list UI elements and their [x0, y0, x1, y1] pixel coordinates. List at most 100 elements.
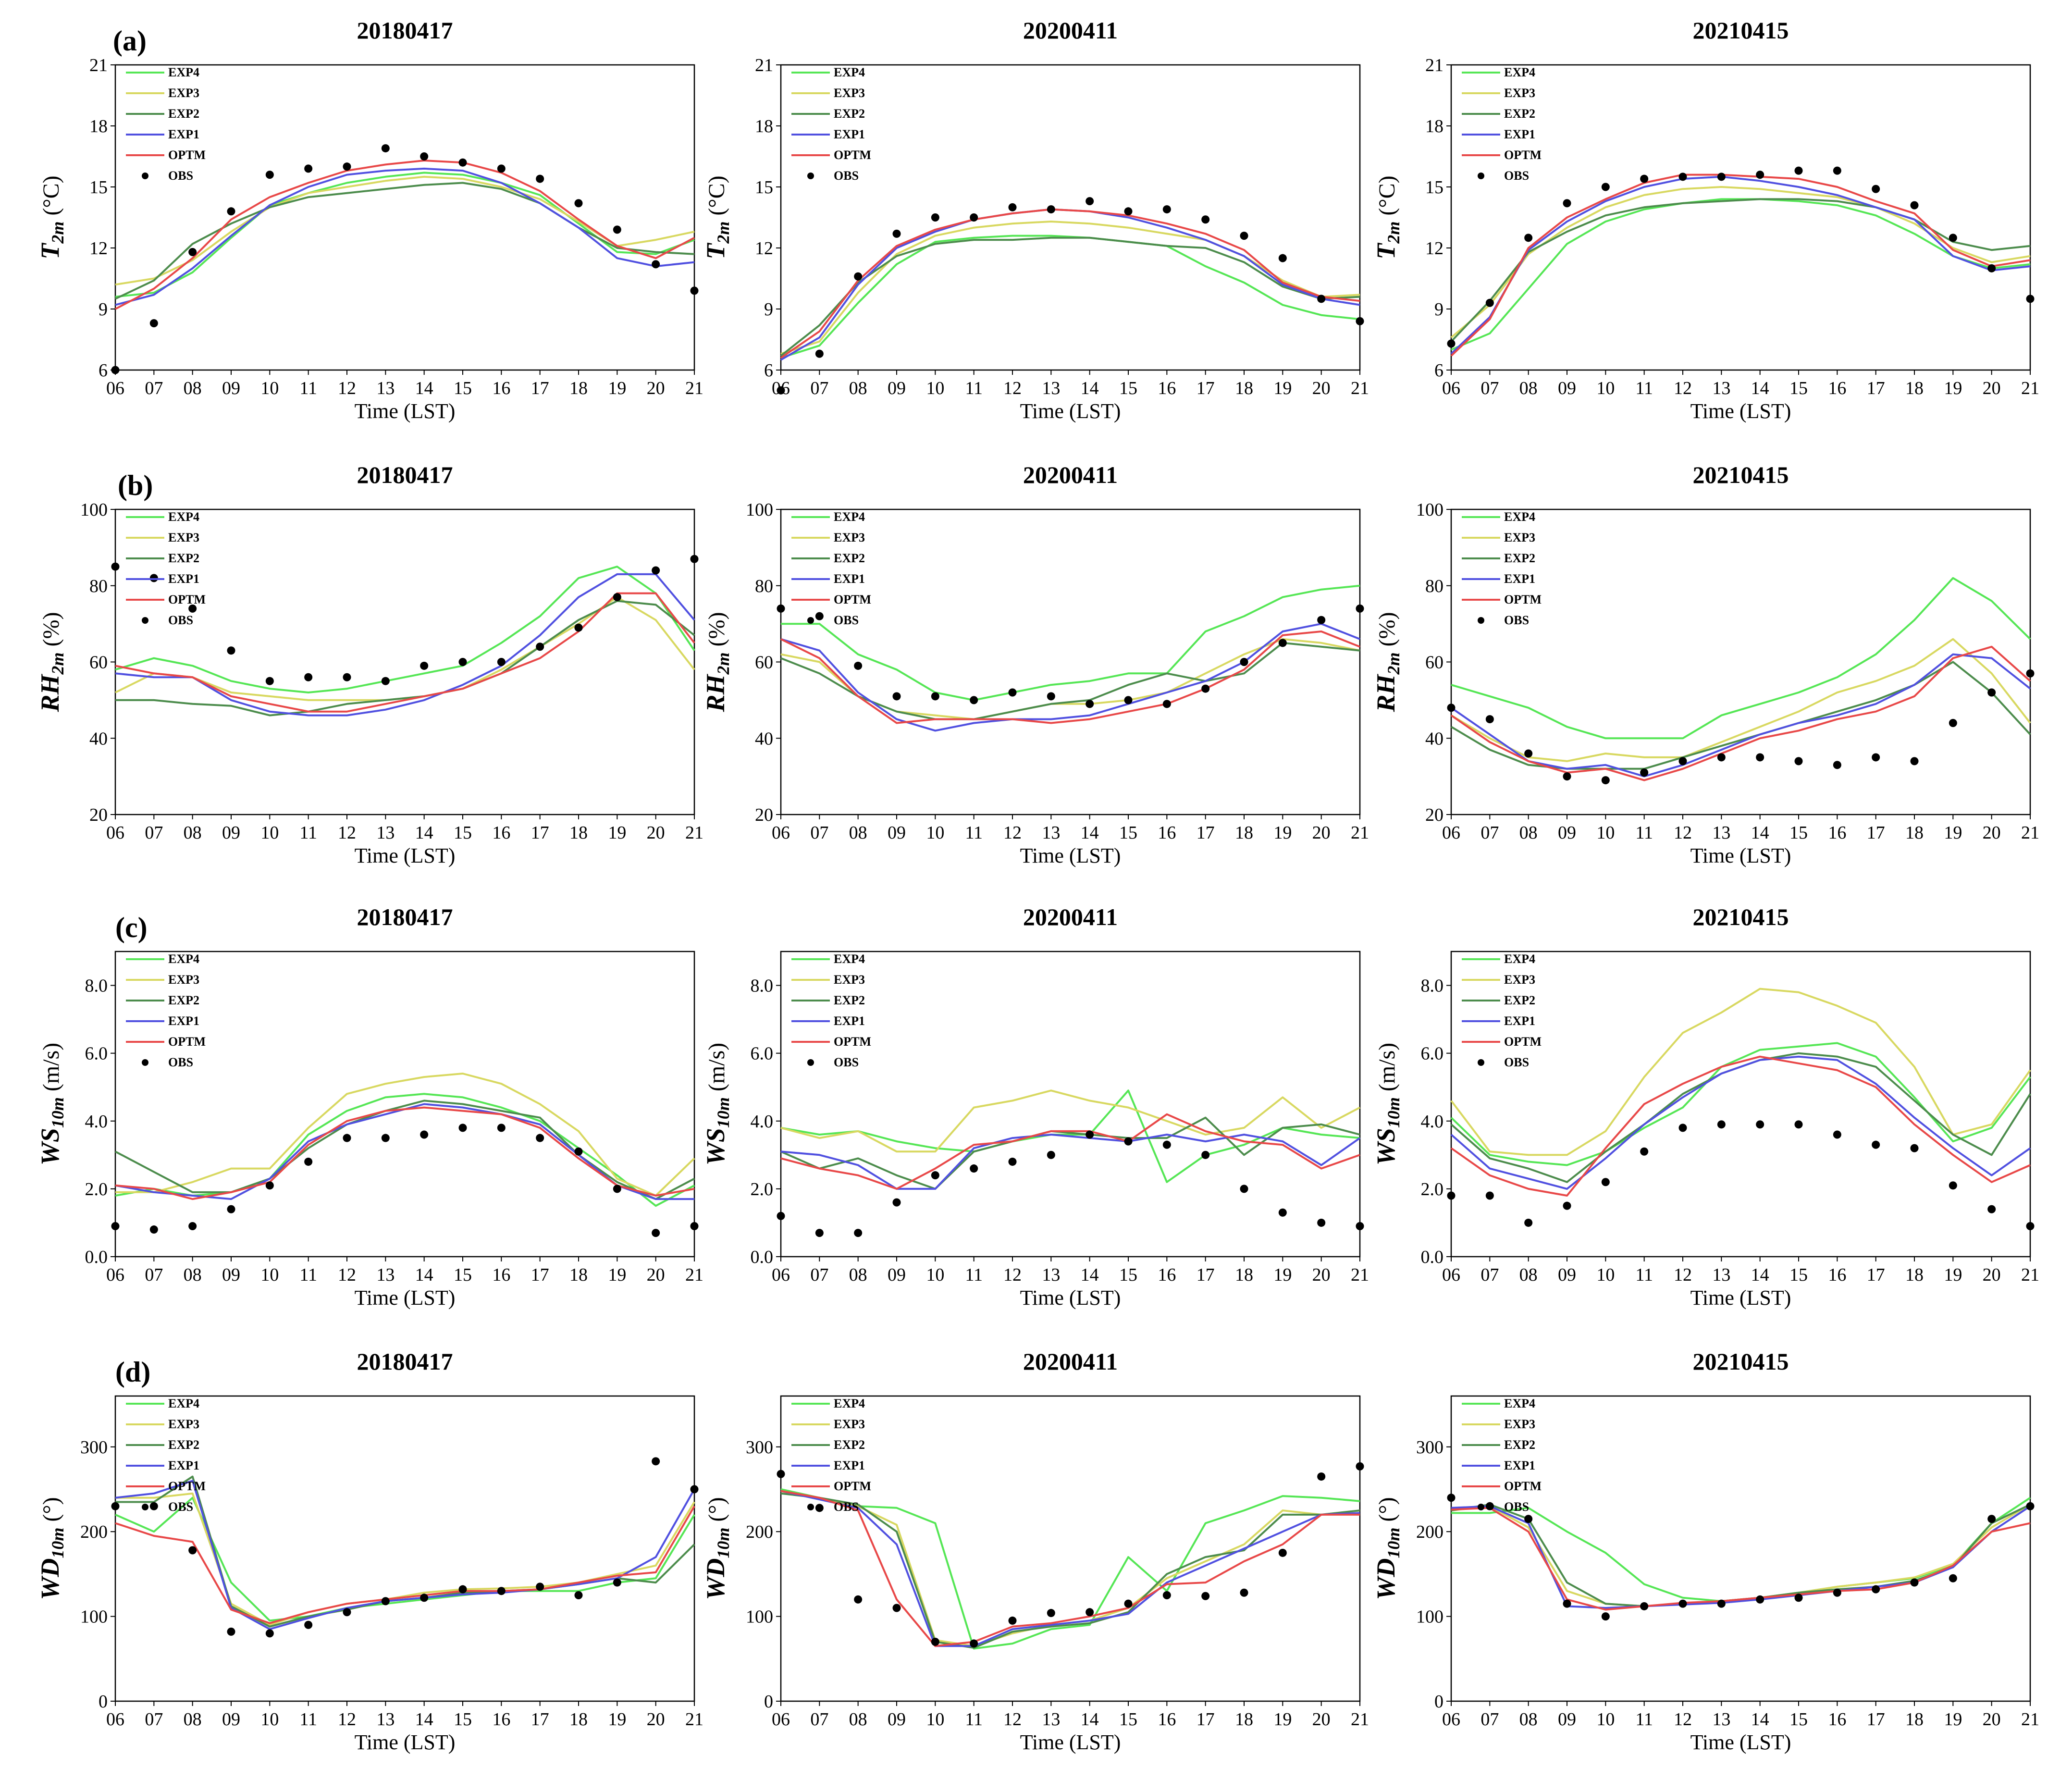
obs-point [1640, 1147, 1649, 1156]
obs-point [1124, 696, 1133, 704]
legend-label: EXP2 [168, 993, 199, 1007]
legend-label: EXP4 [834, 1397, 865, 1410]
obs-point [574, 199, 583, 208]
legend-label: OBS [168, 1500, 193, 1514]
x-tick-label: 18 [569, 378, 588, 398]
y-label-sub: 2m [48, 652, 67, 675]
obs-point [1949, 234, 1957, 242]
legend-label: EXP4 [1504, 510, 1535, 524]
legend: EXP4 EXP3 EXP2 EXP1 OPTM OBS [1462, 952, 1542, 1069]
obs-point [304, 1620, 313, 1629]
series-line-exp4 [115, 1093, 695, 1207]
obs-point [1485, 715, 1494, 724]
legend-label: OPTM [168, 593, 206, 606]
x-tick-label: 12 [1674, 378, 1692, 398]
x-tick-label: 10 [1596, 1709, 1615, 1730]
x-tick-label: 15 [1789, 1265, 1808, 1285]
legend-label: OBS [834, 1055, 859, 1069]
obs-point [420, 661, 429, 670]
x-tick-label: 15 [1789, 1709, 1808, 1730]
series-line-exp3 [115, 596, 695, 701]
legend-label: EXP3 [834, 1417, 865, 1431]
obs-point [1524, 234, 1533, 242]
obs-point [1008, 688, 1017, 697]
x-tick-label: 14 [1751, 1265, 1769, 1285]
obs-point [188, 247, 197, 256]
x-tick-label: 18 [569, 1709, 588, 1730]
y-label-unit: (%) [1374, 612, 1400, 653]
y-tick-label: 0.0 [751, 1247, 774, 1267]
legend-label: EXP1 [168, 572, 199, 586]
y-tick-label: 12 [755, 238, 773, 259]
x-tick-label: 20 [647, 1265, 665, 1285]
obs-point [1717, 1599, 1726, 1608]
obs-point [1047, 205, 1055, 214]
y-label-sub: 2m [48, 222, 67, 244]
legend-label: EXP3 [1504, 973, 1535, 987]
series-line-optm [780, 208, 1360, 359]
plot-frame [780, 64, 1361, 371]
series-line-exp3 [1450, 186, 2031, 338]
obs-point [1485, 1191, 1494, 1200]
row-label: (d) [115, 1356, 150, 1388]
obs-point [227, 207, 235, 216]
obs-point [1317, 295, 1326, 303]
obs-point [777, 604, 785, 613]
y-tick-label: 2.0 [85, 1179, 108, 1199]
obs-point [343, 1134, 351, 1142]
x-tick-label: 08 [849, 1265, 867, 1285]
y-tick-label: 0.0 [85, 1247, 108, 1267]
obs-point [1524, 1515, 1533, 1523]
series-line-exp2 [1451, 1503, 2031, 1607]
obs-point [1563, 199, 1571, 208]
obs-point [1640, 1602, 1649, 1610]
y-tick-label: 100 [1416, 1607, 1443, 1627]
legend-label: EXP4 [1504, 952, 1535, 966]
series-line-exp1 [1450, 175, 2031, 355]
x-tick-label: 14 [1751, 1709, 1769, 1730]
x-tick-label: 21 [1351, 823, 1369, 843]
series-line-exp4 [1450, 1042, 2031, 1166]
obs-point [1678, 1599, 1687, 1608]
obs-point [690, 555, 699, 563]
obs-point [497, 658, 506, 666]
obs-point [574, 1147, 583, 1156]
series-line-exp3 [1450, 638, 2031, 762]
x-tick-label: 07 [1480, 378, 1499, 398]
y-label-sub: 10m [1384, 1097, 1403, 1128]
series-line-exp2 [1450, 198, 2031, 343]
x-tick-label: 15 [454, 1265, 472, 1285]
obs-point [111, 366, 120, 374]
obs-point [1756, 1120, 1764, 1129]
x-tick-label: 08 [849, 378, 867, 398]
x-tick-label: 13 [1712, 1709, 1730, 1730]
x-axis-label: Time (LST) [1690, 1730, 1791, 1754]
legend: EXP4 EXP3 EXP2 EXP1 OPTM OBS [1462, 1397, 1542, 1514]
legend: EXP4 EXP3 EXP2 EXP1 OPTM OBS [126, 1397, 206, 1514]
legend-label: EXP4 [1504, 65, 1535, 79]
x-tick-label: 18 [1905, 1709, 1924, 1730]
x-tick-label: 16 [1828, 1265, 1846, 1285]
obs-point [1949, 719, 1957, 727]
legend-label: EXP3 [168, 531, 199, 544]
x-tick-label: 11 [1635, 823, 1653, 843]
legend-label: OBS [1504, 169, 1529, 183]
x-tick-label: 17 [1197, 378, 1215, 398]
x-tick-label: 13 [376, 1265, 395, 1285]
x-axis-label: Time (LST) [1690, 844, 1791, 867]
y-tick-label: 12 [89, 238, 108, 259]
x-tick-label: 17 [531, 378, 549, 398]
x-tick-label: 18 [1235, 378, 1253, 398]
y-tick-label: 18 [1425, 116, 1443, 136]
obs-point [2026, 669, 2035, 678]
legend-label: OPTM [834, 1035, 871, 1049]
legend-label: OPTM [1504, 1479, 1542, 1493]
obs-point [613, 225, 621, 234]
x-tick-label: 18 [1235, 823, 1253, 843]
legend-label: EXP1 [1504, 572, 1535, 586]
legend-label: EXP2 [1504, 551, 1535, 565]
y-label-unit: (°C) [1374, 175, 1400, 221]
series-line-exp1 [780, 1490, 1360, 1647]
x-tick-label: 07 [810, 1265, 828, 1285]
x-tick-label: 09 [888, 823, 906, 843]
